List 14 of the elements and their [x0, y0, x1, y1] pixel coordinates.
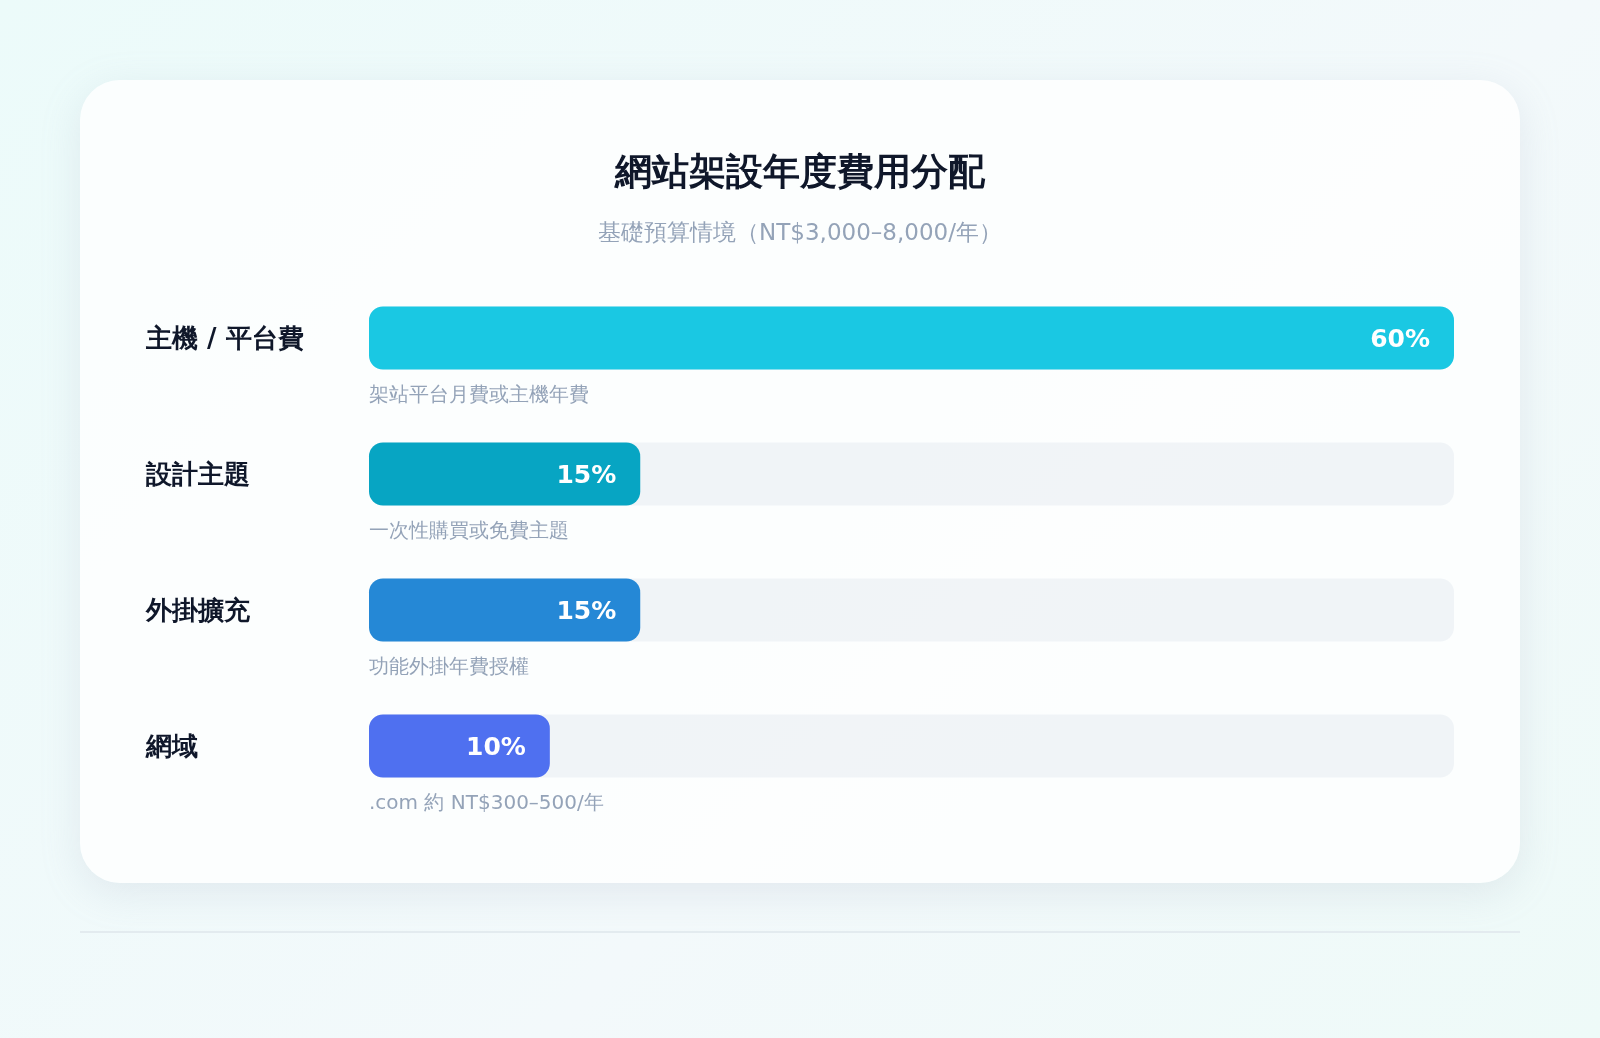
data-label: 60%: [1370, 323, 1430, 353]
chart-subtitle: 基礎預算情境（NT$3,000–8,000/年）: [598, 218, 1002, 245]
chart-title: 網站架設年度費用分配: [614, 150, 986, 193]
y-tick-label: 網域: [145, 731, 198, 761]
annotation: 功能外掛年費授權: [369, 654, 529, 678]
y-tick-label: 設計主題: [145, 459, 250, 489]
annotation: 一次性購買或免費主題: [369, 518, 569, 542]
data-label: 15%: [556, 595, 617, 625]
y-tick-label: 主機 / 平台費: [145, 323, 304, 353]
annotation: .com 約 NT$300–500/年: [369, 790, 604, 814]
data-label: 10%: [465, 731, 526, 761]
data-label: 15%: [556, 459, 617, 489]
y-tick-label: 外掛擴充: [145, 595, 251, 625]
annotation: 架站平台月費或主機年費: [369, 382, 589, 406]
